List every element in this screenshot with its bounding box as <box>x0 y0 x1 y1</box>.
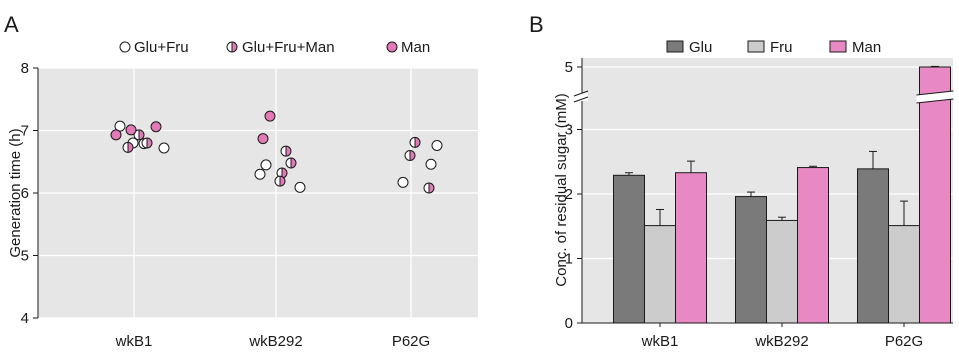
legend-item-fru: Fru <box>747 39 793 56</box>
legend-label-glu-fru-man: Glu+Fru+Man <box>242 39 335 56</box>
legend-marker-open-circle <box>119 41 131 53</box>
data-point-glu-fru-man <box>404 150 416 161</box>
legend-item-man: Man <box>829 39 881 56</box>
data-point-man <box>257 133 269 145</box>
panel-b: B 0 1 2 3 5 wkB1 wkB292 P62G Conc. of residual… <box>529 12 954 350</box>
bar-fru <box>888 225 920 324</box>
x-tick-label: wkB1 <box>115 333 153 350</box>
y-tick-label: 8 <box>21 60 29 77</box>
axis-break-mark <box>573 90 589 97</box>
y-tick-label: 3 <box>565 122 573 139</box>
legend-swatch-fru <box>747 40 765 53</box>
data-point-glu-fru-man <box>409 136 421 148</box>
data-point-man <box>264 110 276 122</box>
x-tick-label: wkB292 <box>248 333 302 350</box>
legend-item-man: Man <box>386 39 430 56</box>
panel-a-grid <box>38 67 478 319</box>
x-tick-label: wkB292 <box>754 333 808 350</box>
legend-swatch-glu <box>666 40 684 53</box>
data-point-glu-fru-man <box>274 175 286 187</box>
panel-a-letter: A <box>4 12 19 37</box>
legend-item-glu-fru-man: Glu+Fru+Man <box>226 39 335 56</box>
data-point-glu-fru <box>294 181 306 193</box>
y-tick-label: 1 <box>565 251 573 268</box>
legend-swatch-man <box>829 40 847 53</box>
data-point-glu-fru-man <box>133 129 145 141</box>
legend-label-man-b: Man <box>852 39 881 56</box>
panel-a: A 4 5 6 7 8 wkB1 wkB292 P62G Generation time (… <box>4 12 478 350</box>
data-point-glu-fru <box>425 158 437 170</box>
bar-fru <box>766 219 798 324</box>
data-point-glu-fru <box>254 168 266 180</box>
legend-label-fru: Fru <box>770 39 793 56</box>
bar-man <box>919 66 951 324</box>
data-point-glu-fru-man <box>285 157 297 169</box>
panel-a-x-ticks: wkB1 wkB292 P62G <box>115 333 431 350</box>
legend-item-glu-fru: Glu+Fru <box>119 39 189 56</box>
data-point-glu-fru-man <box>276 167 288 179</box>
panel-b-y-axis-label: Conc. of residual sugar (mM) <box>553 93 570 286</box>
panel-b-y-ticks: 0 1 2 3 5 <box>565 59 582 332</box>
data-point-man <box>110 129 122 141</box>
data-point-glu-fru-man <box>280 145 292 157</box>
legend-marker-half-right <box>232 42 237 52</box>
y-tick-label: 4 <box>21 310 29 327</box>
bar-break-line <box>916 90 954 96</box>
y-tick-label: 5 <box>21 248 29 265</box>
y-tick-label: 0 <box>565 315 573 332</box>
x-tick-label: P62G <box>885 333 923 350</box>
data-point-glu-fru-man <box>122 141 134 153</box>
y-tick-label: 7 <box>21 123 29 140</box>
axis-break-gap <box>574 93 588 101</box>
bar-glu <box>613 174 645 324</box>
panel-a-legend: Glu+Fru Glu+Fru+Man Man <box>119 39 430 56</box>
y-tick-label: 2 <box>565 186 573 203</box>
data-point-man <box>125 124 137 136</box>
bar-break-line <box>916 98 954 104</box>
legend-item-glu: Glu <box>666 39 712 56</box>
x-tick-label: wkB1 <box>641 333 679 350</box>
legend-label-glu: Glu <box>689 39 712 56</box>
panel-a-y-ticks: 4 5 6 7 8 <box>21 60 38 327</box>
panel-a-y-axis-label: Generation time (h) <box>7 128 24 257</box>
panel-b-axis-break <box>573 90 953 324</box>
legend-marker-filled-circle <box>386 41 398 53</box>
y-tick-label: 5 <box>565 59 573 76</box>
legend-marker-half-left <box>227 42 232 52</box>
data-point-glu-fru <box>260 159 272 171</box>
legend-label-man: Man <box>401 39 430 56</box>
panel-b-bars <box>613 65 954 324</box>
data-point-glu-fru <box>397 176 409 188</box>
axis-break-mark <box>573 96 589 103</box>
data-point-glu-fru <box>158 142 170 154</box>
bar-man <box>797 167 829 324</box>
panel-b-legend: Glu Fru Man <box>666 39 881 56</box>
panel-b-letter: B <box>529 12 544 37</box>
bar-glu <box>735 196 767 324</box>
panel-b-x-ticks: wkB1 wkB292 P62G <box>641 323 923 350</box>
data-point-glu-fru <box>431 140 443 151</box>
y-tick-label: 6 <box>21 185 29 202</box>
bar-glu <box>857 168 889 324</box>
x-tick-label: P62G <box>392 333 430 350</box>
bar-fru <box>644 225 676 324</box>
bar-man <box>675 172 707 324</box>
data-point-man <box>150 121 162 133</box>
panel-a-points <box>110 110 443 194</box>
data-point-glu-fru-man <box>141 137 153 149</box>
legend-label-glu-fru: Glu+Fru <box>134 39 189 56</box>
data-point-glu-fru-man <box>423 182 435 194</box>
